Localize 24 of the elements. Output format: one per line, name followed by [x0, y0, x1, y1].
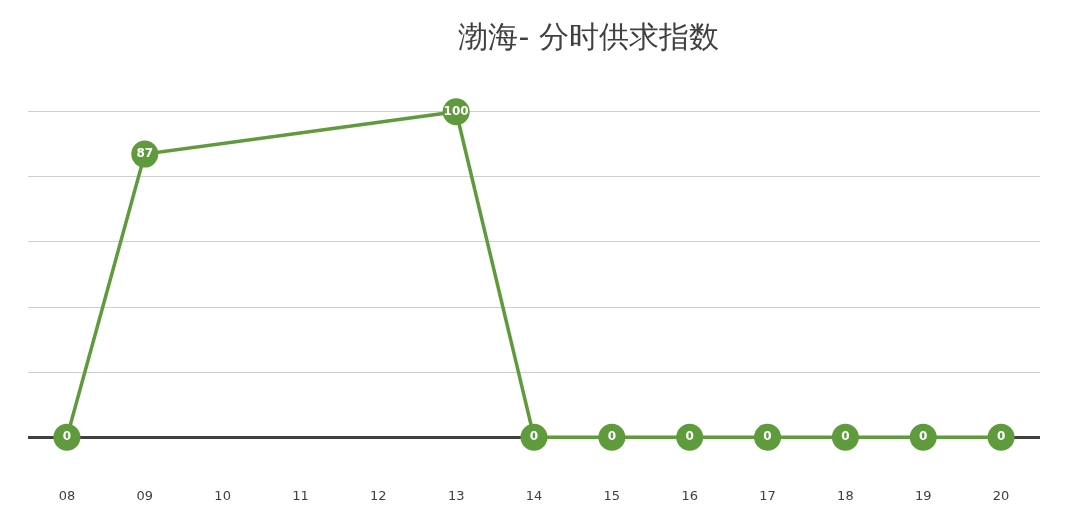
x-tick-label: 14: [525, 488, 543, 503]
data-label: 0: [529, 429, 539, 444]
x-tick-label: 18: [837, 488, 854, 503]
data-label: 0: [607, 429, 617, 444]
data-label: 87: [136, 146, 154, 161]
x-tick-label: 11: [292, 488, 309, 503]
x-tick-label: 16: [681, 488, 698, 503]
data-label: 0: [841, 429, 850, 444]
data-label: 0: [919, 429, 928, 444]
chart-title: 渤海- 分时供求指数: [458, 18, 719, 54]
x-tick-label: 20: [992, 488, 1010, 503]
x-tick-label: 09: [136, 488, 154, 503]
data-label: 0: [763, 429, 772, 444]
data-label: 0: [62, 429, 72, 444]
x-tick-label: 10: [214, 488, 231, 503]
x-tick-label: 13: [447, 488, 465, 503]
data-label: 0: [996, 429, 1006, 444]
data-label: 0: [685, 429, 694, 444]
x-tick-label: 15: [603, 488, 621, 503]
data-label: 100: [443, 103, 469, 118]
x-tick-label: 19: [914, 488, 932, 503]
x-tick-label: 12: [370, 488, 387, 503]
x-tick-label: 08: [58, 488, 76, 503]
x-tick-label: 17: [759, 488, 776, 503]
